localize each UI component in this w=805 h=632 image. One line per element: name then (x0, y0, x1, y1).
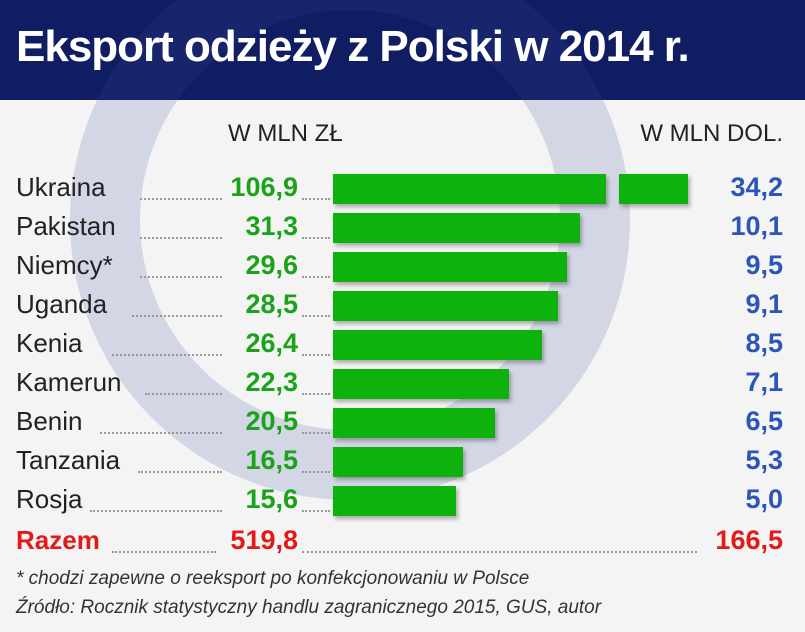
value-usd: 7,1 (745, 367, 783, 397)
value-usd: 10,1 (730, 211, 783, 241)
chart-row: Tanzania 16,5 5,3 (0, 445, 805, 481)
value-usd: 5,0 (745, 484, 783, 514)
dot-leader (140, 237, 222, 239)
dot-leader (302, 354, 330, 356)
dot-leader (145, 393, 222, 395)
chart-row: Niemcy* 29,6 9,5 (0, 250, 805, 286)
value-pln: 29,6 (245, 250, 298, 280)
total-usd: 166,5 (715, 525, 783, 555)
value-usd: 9,5 (745, 250, 783, 280)
footnote: * chodzi zapewne o reeksport po konfekcj… (16, 568, 530, 589)
column-header-usd: W MLN DOL. (640, 120, 783, 147)
chart-row: Rosja 15,6 5,0 (0, 484, 805, 520)
dot-leader (132, 315, 222, 317)
dot-leader (140, 198, 222, 200)
bar (333, 408, 495, 438)
dot-leader (140, 276, 222, 278)
dot-leader (302, 276, 330, 278)
bar-broken-segment (619, 174, 688, 204)
source-note: Źródło: Rocznik statystyczny handlu zagr… (16, 597, 602, 618)
dot-leader (302, 315, 330, 317)
category-label: Niemcy* (16, 250, 113, 280)
total-row: Razem 519,8 166,5 (0, 525, 805, 561)
category-label: Ukraina (16, 172, 106, 202)
column-header-pln: W MLN ZŁ (228, 120, 343, 147)
bar (333, 252, 567, 282)
dot-leader (90, 510, 222, 512)
category-label: Pakistan (16, 211, 116, 241)
value-pln: 22,3 (245, 367, 298, 397)
category-label: Uganda (16, 289, 108, 319)
bar (333, 369, 509, 399)
chart-row: Ukraina 106,9 34,2 (0, 172, 805, 208)
total-pln: 519,8 (230, 525, 298, 555)
value-pln: 26,4 (245, 328, 298, 358)
bar (333, 291, 558, 321)
dot-leader (138, 471, 222, 473)
dot-leader (302, 510, 330, 512)
dot-leader (302, 393, 330, 395)
category-label: Kamerun (16, 367, 122, 397)
chart-title: Eksport odzieży z Polski w 2014 r. (16, 22, 690, 71)
value-pln: 106,9 (230, 172, 298, 202)
bar (333, 486, 456, 516)
dot-leader (302, 432, 330, 434)
chart-row: Benin 20,5 6,5 (0, 406, 805, 442)
bar (333, 330, 542, 360)
value-pln: 20,5 (245, 406, 298, 436)
value-usd: 8,5 (745, 328, 783, 358)
dot-leader (112, 354, 222, 356)
value-pln: 16,5 (245, 445, 298, 475)
value-usd: 9,1 (745, 289, 783, 319)
dot-leader (100, 432, 222, 434)
dot-leader (112, 551, 216, 553)
value-pln: 15,6 (245, 484, 298, 514)
bar (333, 447, 463, 477)
dot-leader (302, 237, 330, 239)
bar (333, 213, 580, 243)
chart-row: Uganda 28,5 9,1 (0, 289, 805, 325)
dot-leader (302, 198, 330, 200)
value-pln: 28,5 (245, 289, 298, 319)
category-label: Kenia (16, 328, 83, 358)
category-label: Benin (16, 406, 83, 436)
chart-row: Kenia 26,4 8,5 (0, 328, 805, 364)
category-label: Tanzania (16, 445, 121, 475)
chart-row: Kamerun 22,3 7,1 (0, 367, 805, 403)
value-usd: 6,5 (745, 406, 783, 436)
value-usd: 34,2 (730, 172, 783, 202)
dot-leader (302, 471, 330, 473)
bar (333, 174, 606, 204)
dot-leader (302, 551, 697, 553)
value-pln: 31,3 (245, 211, 298, 241)
category-label: Rosja (16, 484, 83, 514)
chart-row: Pakistan 31,3 10,1 (0, 211, 805, 247)
value-usd: 5,3 (745, 445, 783, 475)
total-label: Razem (16, 525, 100, 555)
header-band: Eksport odzieży z Polski w 2014 r. (0, 0, 805, 500)
